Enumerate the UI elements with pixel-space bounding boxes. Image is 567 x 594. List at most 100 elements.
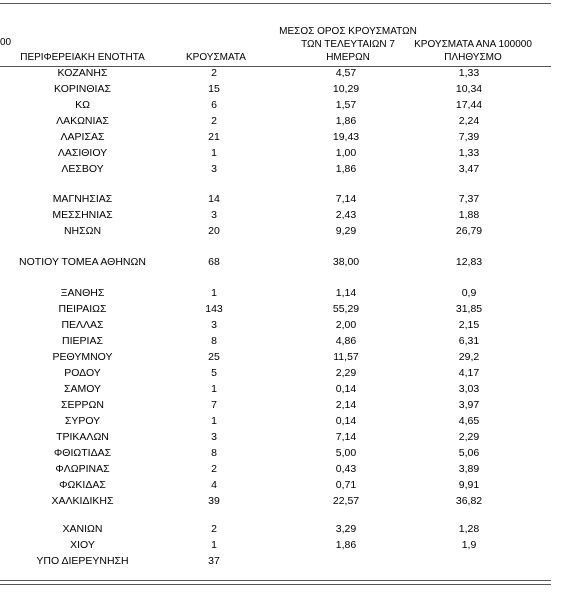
region-cell: ΞΑΝΘΗΣ	[60, 287, 105, 299]
per100k-cell: 7,39	[458, 131, 480, 143]
cases-cell: 8	[211, 335, 217, 347]
region-cell: ΛΑΡΙΣΑΣ	[60, 131, 105, 143]
avg-cell: 5,00	[335, 447, 357, 459]
header-7day-average: ΜΕΣΟΣ ΟΡΟΣ ΚΡΟΥΣΜΑΤΩΝ ΤΩΝ ΤΕΛΕΥΤΑΙΩΝ 7 Η…	[278, 25, 418, 64]
top-rule	[0, 3, 551, 4]
table-row: ΣΑΜΟΥ 1 0,14 3,03	[0, 382, 551, 397]
per100k-cell: 3,97	[458, 399, 480, 411]
per100k-cell: 4,65	[458, 415, 480, 427]
cases-cell: 2	[211, 523, 217, 535]
cases-cell: 20	[208, 225, 220, 237]
region-cell: ΠΕΛΛΑΣ	[61, 319, 104, 331]
cases-cell: 2	[211, 67, 217, 79]
cases-cell: 3	[211, 209, 217, 221]
cases-cell: 1	[211, 415, 217, 427]
avg-cell: 2,43	[335, 209, 357, 221]
per100k-cell: 6,31	[458, 335, 480, 347]
avg-cell: 9,29	[335, 225, 357, 237]
table-row: ΝΗΣΩΝ 20 9,29 26,79	[0, 224, 551, 239]
avg-cell: 0,14	[335, 415, 357, 427]
table-row: ΧΑΛΚΙΔΙΚΗΣ 39 22,57 36,82	[0, 494, 551, 509]
region-cell: ΠΕΙΡΑΙΩΣ	[58, 303, 107, 315]
region-cell: ΛΑΣΙΘΙΟΥ	[57, 147, 108, 159]
table-row: ΚΟΖΑΝΗΣ 2 4,57 1,33	[0, 66, 551, 81]
table-row: ΛΑΡΙΣΑΣ 21 19,43 7,39	[0, 130, 551, 145]
per100k-cell: 2,15	[458, 319, 480, 331]
avg-cell: 19,43	[332, 131, 360, 143]
header-avg-line-1: ΜΕΣΟΣ ΟΡΟΣ ΚΡΟΥΣΜΑΤΩΝ	[279, 26, 417, 37]
region-cell: ΝΗΣΩΝ	[63, 225, 102, 237]
per100k-cell: 2,29	[458, 431, 480, 443]
per100k-cell: 3,47	[458, 163, 480, 175]
table-row: ΠΕΙΡΑΙΩΣ 143 55,29 31,85	[0, 302, 551, 317]
per100k-cell: 3,89	[458, 463, 480, 475]
region-cell: ΚΟΖΑΝΗΣ	[57, 67, 108, 79]
per100k-cell: 36,82	[455, 495, 483, 507]
region-cell: ΦΩΚΙΔΑΣ	[59, 479, 106, 491]
avg-cell: 55,29	[332, 303, 360, 315]
table-row: ΝΟΤΙΟΥ ΤΟΜΕΑ ΑΘΗΝΩΝ 68 38,00 12,83	[0, 255, 551, 270]
region-cell: ΥΠΟ ΔΙΕΡΕΥΝΗΣΗ	[36, 555, 129, 567]
table-row: ΣΕΡΡΩΝ 7 2,14 3,97	[0, 398, 551, 413]
cases-cell: 21	[208, 131, 220, 143]
cases-cell: 25	[208, 351, 220, 363]
avg-cell: 2,14	[335, 399, 357, 411]
cases-cell: 2	[211, 463, 217, 475]
region-cell: ΧΑΝΙΩΝ	[62, 523, 103, 535]
region-cell: ΚΩ	[75, 99, 90, 111]
table-row: ΚΟΡΙΝΘΙΑΣ 15 10,29 10,34	[0, 82, 551, 97]
per100k-cell: 0,9	[461, 287, 477, 299]
cases-cell: 3	[211, 163, 217, 175]
header-cases: ΚΡΟΥΣΜΑΤΑ	[186, 52, 246, 63]
table-row: ΚΩ 6 1,57 17,44	[0, 98, 551, 113]
cases-cell: 1	[211, 539, 217, 551]
cases-cell: 1	[211, 147, 217, 159]
region-cell: ΧΙΟΥ	[70, 539, 95, 551]
per100k-cell: 31,85	[455, 303, 483, 315]
per100k-cell: 1,28	[458, 523, 480, 535]
region-cell: ΧΑΛΚΙΔΙΚΗΣ	[51, 495, 114, 507]
bottom-rule-double	[0, 584, 551, 585]
table-row: ΦΛΩΡΙΝΑΣ 2 0,43 3,89	[0, 462, 551, 477]
per100k-cell: 9,91	[458, 479, 480, 491]
cases-cell: 15	[208, 83, 220, 95]
bottom-rule	[0, 580, 551, 581]
avg-cell: 11,57	[333, 351, 359, 363]
region-cell: ΛΑΚΩΝΙΑΣ	[56, 115, 109, 127]
table-row: ΜΑΓΝΗΣΙΑΣ 14 7,14 7,37	[0, 192, 551, 207]
avg-cell: 0,14	[335, 383, 357, 395]
cases-cell: 1	[211, 287, 217, 299]
region-cell: ΡΕΘΥΜΝΟΥ	[52, 351, 113, 363]
table-row: ΞΑΝΘΗΣ 1 1,14 0,9	[0, 286, 551, 301]
header-avg-line-2: ΤΩΝ ΤΕΛΕΥΤΑΙΩΝ 7	[301, 39, 395, 50]
table-row: ΠΙΕΡΙΑΣ 8 4,86 6,31	[0, 334, 551, 349]
region-cell: ΜΑΓΝΗΣΙΑΣ	[52, 193, 113, 205]
avg-cell: 0,71	[335, 479, 357, 491]
cases-cell: 68	[208, 256, 220, 268]
cases-cell: 5	[211, 367, 217, 379]
region-cell: ΦΛΩΡΙΝΑΣ	[55, 463, 110, 475]
table-row: ΥΠΟ ΔΙΕΡΕΥΝΗΣΗ 37	[0, 554, 551, 569]
avg-cell: 7,14	[335, 431, 357, 443]
avg-cell: 0,43	[335, 463, 357, 475]
table-row: ΡΟΔΟΥ 5 2,29 4,17	[0, 366, 551, 381]
table-row: ΡΕΘΥΜΝΟΥ 25 11,57 29,2	[0, 350, 551, 365]
avg-cell: 2,00	[335, 319, 357, 331]
region-cell: ΤΡΙΚΑΛΩΝ	[56, 431, 109, 443]
cases-cell: 39	[208, 495, 220, 507]
region-cell: ΦΘΙΩΤΙΔΑΣ	[53, 447, 112, 459]
region-cell: ΛΕΣΒΟΥ	[61, 163, 104, 175]
cases-cell: 3	[211, 431, 217, 443]
cases-cell: 7	[211, 399, 217, 411]
table-row: ΜΕΣΣΗΝΙΑΣ 3 2,43 1,88	[0, 208, 551, 223]
region-cell: ΠΙΕΡΙΑΣ	[62, 335, 103, 347]
avg-cell: 4,86	[335, 335, 357, 347]
cases-cell: 143	[205, 303, 223, 315]
cases-cell: 8	[211, 447, 217, 459]
per100k-cell: 12,83	[455, 256, 483, 268]
region-cell: ΣΕΡΡΩΝ	[61, 399, 104, 411]
header-per100k-line-1: ΚΡΟΥΣΜΑΤΑ ΑΝΑ 100000	[414, 39, 532, 50]
cases-cell: 37	[208, 555, 220, 567]
avg-cell: 10,29	[332, 83, 360, 95]
header-per100k-line-2: ΠΛΗΘΥΣΜΟ	[444, 52, 502, 63]
